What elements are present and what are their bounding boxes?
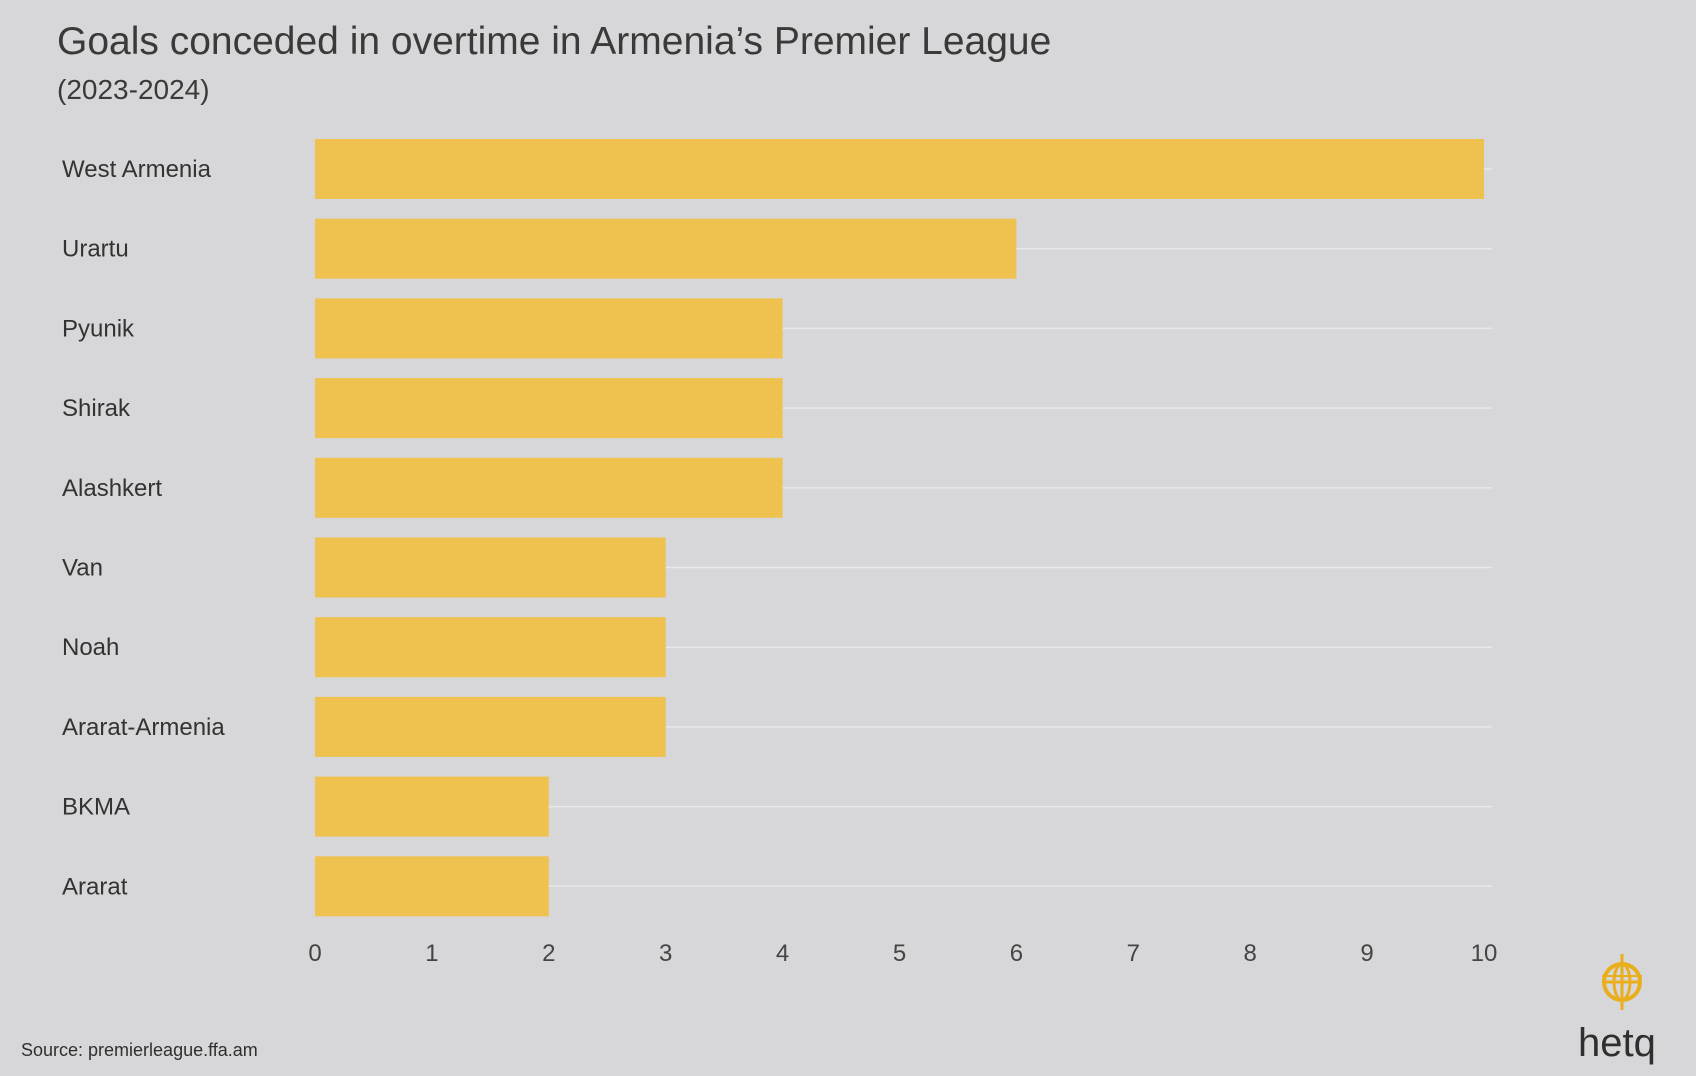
bar-urartu xyxy=(315,218,1017,279)
bar-shirak xyxy=(315,378,783,439)
hetq-globe-icon xyxy=(1602,954,1642,1010)
bar-west-armenia xyxy=(315,139,1484,199)
bar-ararat xyxy=(315,856,549,917)
x-tick-label: 0 xyxy=(308,940,321,967)
x-axis-tick-labels: 0 1 2 3 4 5 6 7 8 9 10 xyxy=(308,940,1497,967)
source-note: Source: premierleague.ffa.am xyxy=(21,1040,258,1060)
bar-bkma xyxy=(315,776,549,837)
category-label: Ararat-Armenia xyxy=(62,714,225,741)
category-label: Ararat xyxy=(62,873,128,900)
chart-subtitle: (2023-2024) xyxy=(57,74,210,105)
category-label: Alashkert xyxy=(62,475,162,502)
category-label: Urartu xyxy=(62,236,129,263)
x-tick-label: 4 xyxy=(776,940,789,967)
chart-title: Goals conceded in overtime in Armenia’s … xyxy=(57,20,1052,63)
category-label: Shirak xyxy=(62,395,131,422)
category-label: Pyunik xyxy=(62,315,135,342)
x-tick-label: 6 xyxy=(1010,940,1023,967)
bars xyxy=(315,139,1484,917)
x-tick-label: 8 xyxy=(1244,940,1257,967)
x-tick-label: 10 xyxy=(1471,940,1498,967)
category-label: Noah xyxy=(62,634,119,661)
bar-noah xyxy=(315,617,666,678)
x-tick-label: 5 xyxy=(893,940,906,967)
hetq-logo: hetq xyxy=(1578,954,1656,1065)
x-tick-label: 2 xyxy=(542,940,555,967)
x-tick-label: 1 xyxy=(425,940,438,967)
bar-van xyxy=(315,537,666,598)
logo-wordmark: hetq xyxy=(1578,1021,1656,1065)
bar-pyunik xyxy=(315,298,783,359)
x-tick-label: 3 xyxy=(659,940,672,967)
category-label: Van xyxy=(62,555,103,582)
bar-ararat-armenia xyxy=(315,696,666,757)
category-labels: West Armenia Urartu Pyunik Shirak Alashkert V… xyxy=(62,156,225,900)
bar-alashkert xyxy=(315,457,783,518)
category-label: BKMA xyxy=(62,794,130,821)
x-tick-label: 9 xyxy=(1360,940,1373,967)
category-label: West Armenia xyxy=(62,156,212,183)
x-tick-label: 7 xyxy=(1127,940,1140,967)
